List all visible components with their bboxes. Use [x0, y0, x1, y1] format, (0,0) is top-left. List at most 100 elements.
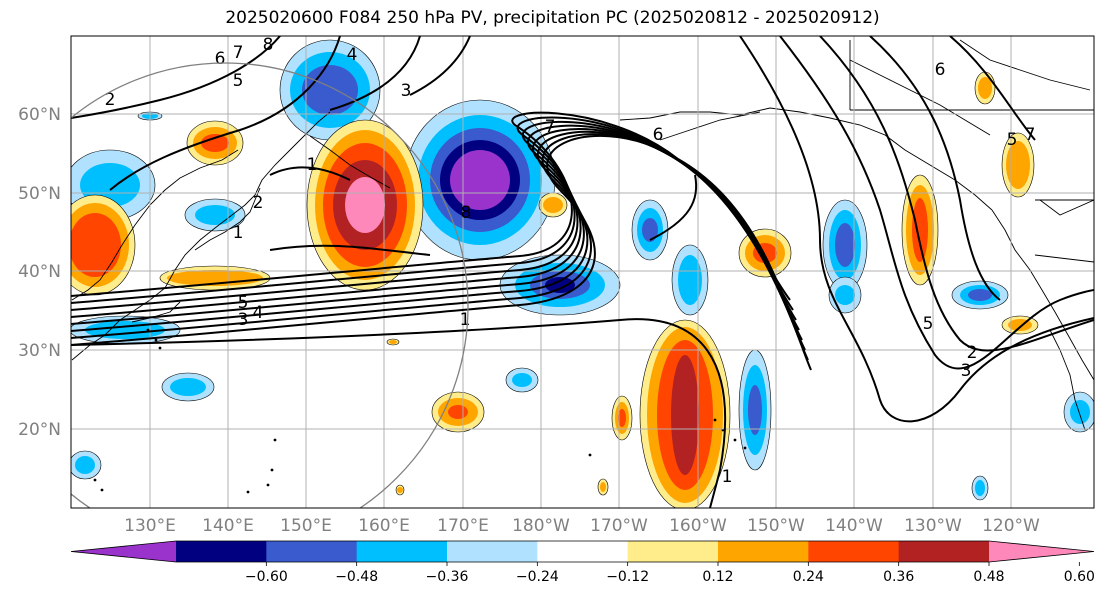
pv-contour-label-23: 5 — [1007, 130, 1018, 150]
island-12 — [93, 478, 97, 482]
precip-blob-14-level-1 — [975, 480, 985, 496]
pv-contour-9 — [949, 36, 1036, 141]
precipitation-pc-fills — [71, 39, 1094, 508]
pv-contour-label-4: 4 — [347, 45, 358, 65]
lat-tick-label-3: 30°N — [18, 341, 61, 361]
pv-contour-label-19: 3 — [961, 361, 972, 381]
pv-contour-label-13: 5 — [238, 293, 249, 313]
precip-blob-0-level-4 — [450, 150, 510, 210]
colorbar-bin-4 — [537, 541, 629, 562]
pv-contour-3 — [329, 36, 421, 111]
island-11 — [743, 446, 747, 450]
colorbar-extend-low — [71, 541, 176, 562]
pv-contours — [71, 36, 1094, 508]
coastline-6 — [659, 111, 761, 141]
precip-blob-27-level-1 — [978, 77, 992, 99]
coastline-9 — [959, 39, 1091, 91]
pv-contour-label-15: 3 — [238, 310, 249, 330]
lat-tick-label-2: 40°N — [18, 262, 61, 282]
map-frame — [70, 35, 1095, 509]
precip-blob-23-level-3 — [671, 355, 699, 475]
colorbar-bin-7 — [808, 541, 900, 562]
lon-tick-label-11: 120°W — [982, 516, 1040, 536]
colorbar-tick-label-5: 0.12 — [702, 569, 733, 585]
pv-contour-6 — [739, 36, 1094, 423]
pv-contour-label-11: 1 — [233, 223, 244, 243]
colorbar-bin-2 — [356, 541, 448, 562]
pv-contour-12 — [649, 174, 698, 241]
colorbar-tick-label-6: 0.24 — [793, 569, 824, 585]
lon-tick-label-5: 180°W — [512, 516, 570, 536]
lon-tick-label-4: 170°E — [437, 516, 489, 536]
pv-contour-label-18: 5 — [923, 314, 934, 334]
island-6 — [246, 490, 250, 494]
pv-contour-1 — [109, 36, 341, 191]
axis-ticks: 60°N 50°N 40°N 30°N 20°N 130°E 140°E 150°E 160°E… — [18, 105, 1040, 536]
pv-contour-11 — [269, 166, 351, 181]
pv-contour-label-1: 7 — [233, 43, 244, 63]
coastline-11 — [1049, 329, 1086, 431]
colorbar-tick-label-1: −0.48 — [335, 569, 378, 585]
pv-contour-label-16: 1 — [460, 310, 471, 330]
coastline-0 — [71, 111, 331, 361]
precip-blob-5-level-2 — [748, 385, 762, 435]
colorbar-tick-label-9: 0.60 — [1064, 569, 1095, 585]
island-2 — [158, 346, 162, 350]
coastline-7 — [991, 209, 1094, 381]
precip-blob-13-level-1 — [75, 456, 95, 474]
lon-tick-label-10: 130°W — [904, 516, 962, 536]
colorbar-tick-label-3: −0.24 — [516, 569, 559, 585]
lat-tick-label-0: 60°N — [18, 105, 61, 125]
precip-blob-22-level-2 — [201, 134, 229, 152]
colorbar-bin-3 — [447, 541, 538, 562]
precip-blob-26-level-1 — [1006, 141, 1030, 189]
precip-blob-9-level-1 — [1070, 400, 1090, 424]
lat-tick-label-4: 20°N — [18, 420, 61, 440]
precip-blob-1-level-2 — [302, 65, 358, 115]
pv-contour-label-21: 6 — [935, 60, 946, 80]
island-8 — [713, 418, 717, 422]
precip-blob-4-level-1 — [678, 255, 702, 305]
pv-contour-label-7: 1 — [307, 155, 318, 175]
pv-contour-label-6: 2 — [105, 90, 116, 110]
pv-contour-label-17: 1 — [722, 467, 733, 487]
coastline-2 — [194, 187, 261, 251]
pv-contour-label-20: 2 — [967, 343, 978, 363]
pv-contour-label-10: 2 — [253, 193, 264, 213]
lon-tick-label-8: 150°W — [747, 516, 805, 536]
precip-blob-34-level-1 — [600, 482, 606, 492]
coastline-5 — [619, 107, 993, 211]
island-7 — [588, 453, 592, 457]
political-borders — [849, 40, 1094, 263]
colorbar-tick-label-8: 0.48 — [973, 569, 1004, 585]
coastline-1 — [71, 149, 239, 301]
pv-contour-2 — [71, 36, 281, 119]
pv-contour-label-14: 4 — [253, 303, 264, 323]
pv-contour-7 — [819, 36, 1094, 352]
coastline-4 — [309, 135, 391, 189]
pv-contour-jet-7 — [71, 111, 812, 371]
pv-contour-label-3: 5 — [233, 71, 244, 91]
pv-contour-8 — [869, 36, 1001, 301]
lon-tick-label-1: 140°E — [202, 516, 254, 536]
precip-blob-32-level-1 — [389, 340, 397, 344]
precip-blob-19-level-4 — [345, 177, 385, 233]
colorbar-tick-label-0: −0.60 — [245, 569, 288, 585]
precip-blob-20-level-2 — [71, 213, 121, 277]
lon-tick-label-3: 160°E — [358, 516, 410, 536]
precip-blob-25-level-2 — [912, 198, 928, 262]
pv-contour-10 — [269, 244, 431, 256]
pv-contour-label-8: 7 — [545, 117, 556, 137]
precip-blob-7-level-1 — [835, 285, 855, 305]
colorbar-tick-label-7: 0.36 — [883, 569, 914, 585]
chart-title: 2025020600 F084 250 hPa PV, precipitatio… — [225, 8, 880, 28]
lon-tick-label-2: 150°E — [280, 516, 332, 536]
range-circle — [71, 62, 469, 508]
pv-contour-label-0: 8 — [263, 35, 274, 55]
gridlines — [71, 36, 1094, 508]
precip-blob-33-level-1 — [397, 487, 403, 493]
pv-contour-label-12: 8 — [461, 203, 472, 223]
precip-blob-28-level-2 — [448, 405, 468, 419]
